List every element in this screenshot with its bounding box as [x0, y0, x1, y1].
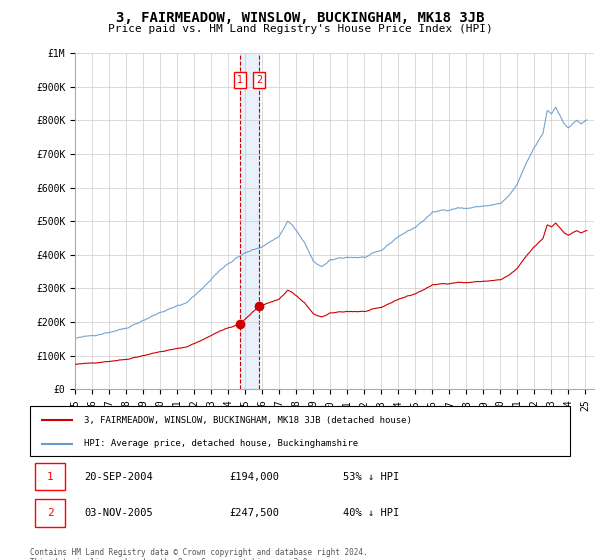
FancyBboxPatch shape	[35, 499, 65, 527]
Text: Price paid vs. HM Land Registry's House Price Index (HPI): Price paid vs. HM Land Registry's House …	[107, 24, 493, 34]
Text: 1: 1	[47, 472, 53, 482]
Text: Contains HM Land Registry data © Crown copyright and database right 2024.
This d: Contains HM Land Registry data © Crown c…	[30, 548, 368, 560]
Text: 3, FAIRMEADOW, WINSLOW, BUCKINGHAM, MK18 3JB: 3, FAIRMEADOW, WINSLOW, BUCKINGHAM, MK18…	[116, 11, 484, 25]
Text: 1: 1	[238, 75, 244, 85]
Text: 40% ↓ HPI: 40% ↓ HPI	[343, 508, 400, 518]
Text: £247,500: £247,500	[230, 508, 280, 518]
Text: £194,000: £194,000	[230, 472, 280, 482]
FancyBboxPatch shape	[30, 406, 570, 456]
Text: 2: 2	[256, 75, 263, 85]
Text: 3, FAIRMEADOW, WINSLOW, BUCKINGHAM, MK18 3JB (detached house): 3, FAIRMEADOW, WINSLOW, BUCKINGHAM, MK18…	[84, 416, 412, 424]
Text: 03-NOV-2005: 03-NOV-2005	[84, 508, 153, 518]
FancyBboxPatch shape	[35, 463, 65, 491]
Text: 53% ↓ HPI: 53% ↓ HPI	[343, 472, 400, 482]
Bar	[241, 53, 259, 389]
Text: HPI: Average price, detached house, Buckinghamshire: HPI: Average price, detached house, Buck…	[84, 439, 358, 449]
Text: 2: 2	[47, 508, 53, 518]
Text: 20-SEP-2004: 20-SEP-2004	[84, 472, 153, 482]
